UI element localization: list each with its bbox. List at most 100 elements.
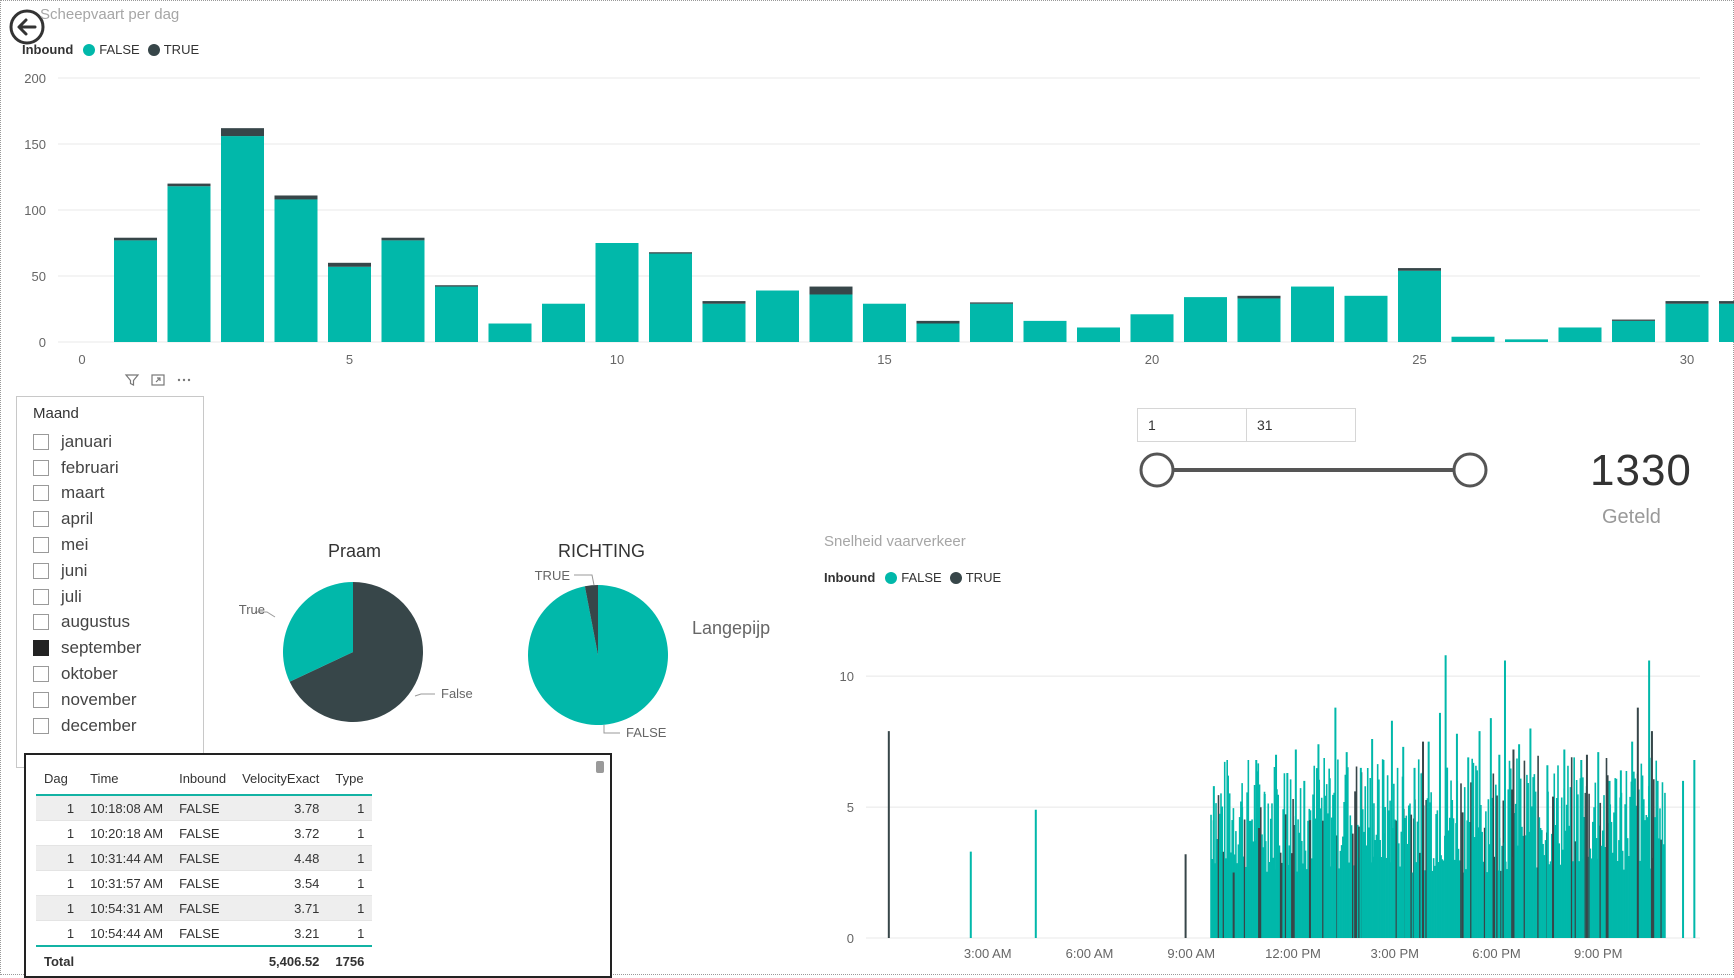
pie-slice-False	[289, 582, 423, 722]
checkbox[interactable]	[33, 511, 49, 528]
slicer-item-maart[interactable]: maart	[33, 481, 141, 507]
bar-false	[970, 303, 1013, 342]
range-handle-max[interactable]	[1452, 452, 1488, 488]
bar-true	[809, 286, 853, 295]
table-cell: FALSE	[171, 845, 235, 871]
column-header[interactable]: VelocityExact	[234, 765, 328, 796]
slicer-item-juni[interactable]: juni	[33, 558, 141, 584]
checkbox[interactable]	[33, 562, 49, 579]
legend-item-true[interactable]: TRUE	[949, 570, 1001, 585]
legend-title: Inbound	[824, 570, 876, 585]
checkbox[interactable]	[33, 691, 49, 708]
bar-true	[328, 262, 371, 267]
range-to-input[interactable]: 31	[1246, 408, 1356, 442]
table-row[interactable]: 1 10:54:44 AM FALSE 3.21 1	[36, 920, 373, 947]
total-cell	[171, 945, 235, 973]
table-row[interactable]: 1 10:20:18 AM FALSE 3.72 1	[36, 820, 373, 846]
bar-false	[756, 290, 799, 342]
bar-true	[1237, 295, 1281, 299]
pie-leader-line	[574, 574, 595, 586]
bar-false	[1237, 298, 1281, 342]
bar-true	[1612, 319, 1655, 321]
checkbox[interactable]	[33, 640, 49, 657]
table-cell: 3.71	[234, 895, 328, 921]
more-options-icon[interactable]	[176, 372, 192, 391]
bar-true	[435, 285, 478, 287]
bar-false	[167, 186, 211, 342]
bar-true	[702, 301, 746, 304]
slicer-item-december[interactable]: december	[33, 713, 141, 739]
range-from-input[interactable]: 1	[1137, 408, 1247, 442]
bar-false	[1077, 327, 1120, 342]
table-row[interactable]: 1 10:54:31 AM FALSE 3.71 1	[36, 895, 373, 921]
x-tick-label: 5	[346, 352, 353, 367]
total-cell	[82, 945, 172, 973]
slicer-item-september[interactable]: september	[33, 635, 141, 661]
back-arrow-icon[interactable]	[8, 8, 46, 46]
column-header[interactable]: Type	[327, 765, 373, 796]
pie-leader-line	[603, 725, 620, 734]
pie-label: True	[239, 602, 265, 617]
checkbox[interactable]	[33, 537, 49, 554]
slicer-item-mei[interactable]: mei	[33, 532, 141, 558]
checkbox[interactable]	[33, 459, 49, 476]
total-cell: 5,406.52	[234, 945, 328, 973]
bar-false	[916, 323, 960, 342]
slicer-item-april[interactable]: april	[33, 506, 141, 532]
x-tick-label: 0	[78, 352, 85, 367]
slicer-title: Maand	[33, 405, 79, 422]
range-handle-min[interactable]	[1139, 452, 1175, 488]
bar-false	[1398, 270, 1441, 342]
focus-mode-icon[interactable]	[150, 372, 166, 391]
bar-false	[1558, 327, 1602, 342]
bar-true	[381, 237, 425, 241]
checkbox[interactable]	[33, 485, 49, 502]
table-cell: 10:54:44 AM	[82, 920, 172, 947]
legend-item-true[interactable]: TRUE	[147, 42, 199, 57]
table-cell: 1	[327, 795, 373, 821]
legend-dot-false	[885, 571, 898, 584]
slicer-item-juli[interactable]: juli	[33, 584, 141, 610]
legend-item-false[interactable]: FALSE	[885, 570, 942, 585]
column-header[interactable]: Time	[82, 765, 172, 796]
table-scrollbar[interactable]	[596, 761, 604, 773]
bar-false	[1023, 320, 1067, 342]
bar-true	[649, 252, 692, 254]
checkbox[interactable]	[33, 666, 49, 683]
pie-slice-TRUE	[584, 585, 598, 655]
checkbox[interactable]	[33, 588, 49, 605]
table-cell: 1	[36, 920, 83, 947]
table-row[interactable]: 1 10:31:57 AM FALSE 3.54 1	[36, 870, 373, 896]
table-cell: 1	[36, 820, 83, 846]
column-header[interactable]: Inbound	[171, 765, 235, 796]
bar-false	[542, 303, 585, 342]
slicer-item-label: mei	[61, 535, 89, 555]
filter-icon[interactable]	[124, 372, 140, 391]
daily-shipping-bar-chart: 0 50 100 150 200 0 5 10 15 20 25 30	[24, 71, 1734, 367]
bar-false	[1344, 295, 1388, 342]
pie-label: TRUE	[535, 568, 571, 583]
table-row[interactable]: 1 10:18:08 AM FALSE 3.78 1	[36, 795, 373, 821]
slicer-item-oktober[interactable]: oktober	[33, 661, 141, 687]
checkbox[interactable]	[33, 717, 49, 734]
slicer-item-augustus[interactable]: augustus	[33, 610, 141, 636]
checkbox[interactable]	[33, 614, 49, 631]
table-row[interactable]: 1 10:31:44 AM FALSE 4.48 1	[36, 845, 373, 871]
slicer-item-label: maart	[61, 483, 105, 503]
slicer-item-januari[interactable]: januari	[33, 429, 141, 455]
x-tick-label: 20	[1145, 352, 1159, 367]
y-tick-label: 5	[847, 800, 854, 815]
x-tick-label: 15	[877, 352, 891, 367]
range-slider[interactable]	[1130, 448, 1500, 492]
bar-false	[1719, 303, 1734, 342]
table-grid: Dag Time Inbound VelocityExact Type 1 10:18:0…	[36, 765, 373, 973]
x-tick-label: 9:00 AM	[1167, 946, 1215, 961]
column-header[interactable]: Dag	[36, 765, 83, 796]
slicer-item-februari[interactable]: februari	[33, 455, 141, 481]
legend-item-false[interactable]: FALSE	[83, 42, 140, 57]
slicer-item-november[interactable]: november	[33, 687, 141, 713]
slicer-item-label: september	[61, 638, 142, 658]
checkbox[interactable]	[33, 433, 49, 450]
slicer-item-label: november	[61, 689, 137, 709]
bar-true	[221, 128, 264, 137]
